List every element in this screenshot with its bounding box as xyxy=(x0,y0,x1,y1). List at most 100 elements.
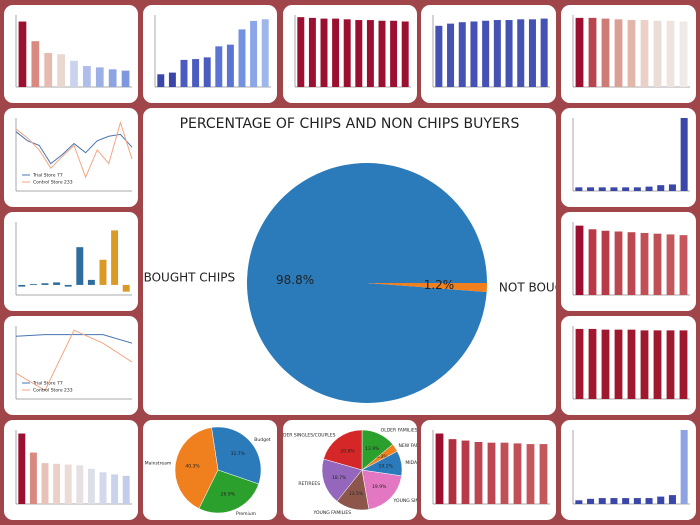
bar xyxy=(31,41,40,87)
bar xyxy=(679,235,688,295)
bar xyxy=(470,21,478,88)
bar xyxy=(122,475,130,504)
slice-label: Budget xyxy=(254,437,270,443)
bar xyxy=(192,59,200,87)
bar xyxy=(121,70,130,87)
panel: PERCENTAGE OF CHIPS AND NON CHIPS BUYERS… xyxy=(144,116,556,404)
bar xyxy=(575,500,583,504)
bar xyxy=(610,187,618,191)
bar xyxy=(18,284,26,287)
bar xyxy=(448,439,457,504)
bar xyxy=(657,496,665,504)
bar xyxy=(539,444,548,504)
card xyxy=(561,108,696,207)
bar xyxy=(633,187,641,191)
panel xyxy=(294,15,411,88)
slice-label: BOUGHT CHIPS xyxy=(144,271,236,285)
bar xyxy=(157,74,165,87)
panel xyxy=(572,326,690,400)
bar xyxy=(627,20,636,87)
slice-label: MIDAGE xyxy=(405,460,423,466)
bar xyxy=(458,22,466,88)
bar xyxy=(505,20,513,87)
line xyxy=(15,120,133,179)
bar xyxy=(474,441,483,504)
bar xyxy=(108,69,117,87)
pie-slice xyxy=(367,283,487,293)
panel xyxy=(432,430,550,505)
bar xyxy=(575,187,583,191)
card xyxy=(4,212,138,311)
card xyxy=(4,108,138,207)
bar xyxy=(87,468,95,504)
bar xyxy=(517,19,525,87)
bar xyxy=(332,18,340,88)
panel: NEW FAMILIES 3.3% OLDER FAMILIES 13.9% OLDER… xyxy=(277,428,423,516)
bar xyxy=(627,232,636,295)
slice-label: OLDER SINGLES/COUPLES xyxy=(277,432,336,438)
bar xyxy=(645,186,653,191)
bar xyxy=(680,430,688,504)
bar xyxy=(29,284,37,285)
bar xyxy=(482,20,490,87)
bar xyxy=(390,20,398,87)
legend-label: Trial Store 77 xyxy=(32,381,63,387)
bar xyxy=(99,472,107,504)
bar xyxy=(18,433,26,504)
bar xyxy=(622,187,630,191)
legend-label: Trial Store 77 xyxy=(32,173,63,179)
bar xyxy=(53,463,61,504)
panel xyxy=(572,430,690,505)
panel: Budget 32.7% Mainstream 40.3% Premium 26.9% xyxy=(145,426,271,517)
panel xyxy=(572,118,690,192)
bar xyxy=(29,452,37,504)
bar xyxy=(528,19,536,87)
bar xyxy=(598,498,606,504)
bar xyxy=(668,495,676,504)
line xyxy=(15,131,133,165)
legend-label: Control Store 233 xyxy=(33,180,73,186)
panel xyxy=(432,15,550,88)
bar xyxy=(70,60,78,87)
bar xyxy=(680,118,688,191)
bar xyxy=(598,187,606,191)
bar xyxy=(401,21,409,88)
bar xyxy=(588,229,597,295)
bar xyxy=(614,19,623,87)
slice-label: Premium xyxy=(236,511,256,517)
bar xyxy=(633,498,641,504)
panel xyxy=(15,430,132,505)
chart-title: PERCENTAGE OF CHIPS AND NON CHIPS BUYERS xyxy=(180,116,520,132)
bar xyxy=(44,52,53,87)
slice-label: YOUNG FAMILIES xyxy=(313,510,352,516)
bar xyxy=(435,25,443,87)
slice-value: 13.9% xyxy=(365,446,380,452)
bar xyxy=(122,284,130,292)
bar xyxy=(587,187,595,191)
bar xyxy=(168,72,176,87)
bar xyxy=(653,233,662,295)
bar xyxy=(645,498,653,504)
slice-value: 1.2% xyxy=(424,278,455,292)
pie-slice xyxy=(211,426,262,485)
bar xyxy=(447,23,455,87)
bar xyxy=(18,21,27,87)
bar xyxy=(83,66,91,87)
bar xyxy=(226,44,234,87)
bar xyxy=(657,185,665,191)
panel xyxy=(572,222,690,296)
bar xyxy=(575,225,584,295)
slice-value: 13.5% xyxy=(349,491,364,497)
bar xyxy=(666,234,675,295)
bar xyxy=(343,19,351,87)
pie-slice xyxy=(323,429,363,471)
slice-value: 19.9% xyxy=(372,484,387,490)
bar xyxy=(500,442,509,504)
slice-label: YOUNG SIN xyxy=(393,498,419,504)
bar xyxy=(76,247,84,285)
bar xyxy=(575,17,584,88)
bar xyxy=(666,330,675,399)
